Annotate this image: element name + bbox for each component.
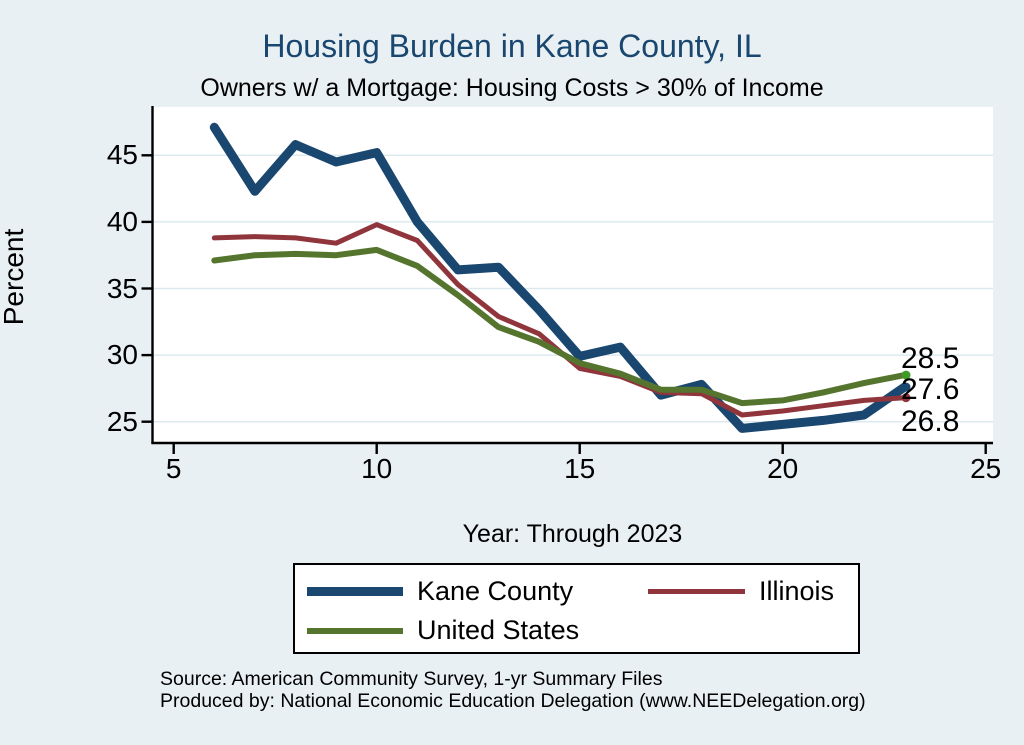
y-tick-label-35: 35 — [106, 272, 138, 304]
series-line-kane-county — [209, 122, 909, 433]
x-tick-label-5: 5 — [165, 453, 182, 484]
legend-label-united-states: United States — [417, 615, 580, 645]
produced-by-line: Produced by: National Economic Education… — [160, 690, 866, 712]
y-tick-label-45: 45 — [106, 139, 138, 171]
end-value-label-kane-county: 27.6 — [901, 373, 960, 406]
chart-subtitle: Owners w/ a Mortgage: Housing Costs > 30… — [200, 74, 824, 102]
x-tick-label-25: 25 — [970, 453, 1002, 484]
legend-swatch-illinois — [648, 589, 745, 594]
legend-box: Kane County Illinois United States — [293, 563, 860, 654]
y-tick-label-30: 30 — [106, 339, 138, 371]
x-tick-label-15: 15 — [564, 453, 596, 484]
y-axis-title: Percent — [0, 228, 29, 326]
source-line: Source: American Community Survey, 1-yr … — [160, 668, 663, 690]
series-end-marker-illinois — [901, 393, 911, 403]
legend-swatch-united-states — [307, 628, 403, 634]
series-end-marker-united-states — [901, 370, 911, 380]
x-tick-label-20: 20 — [767, 453, 799, 484]
y-tick-label-40: 40 — [106, 205, 138, 237]
x-axis-title: Year: Through 2023 — [462, 520, 683, 548]
x-tick-label-10: 10 — [361, 453, 393, 484]
legend-label-illinois: Illinois — [759, 576, 835, 606]
end-value-label-illinois: 26.8 — [901, 405, 960, 438]
source-note: Source: American Community Survey, 1-yr … — [160, 668, 866, 712]
series-line-united-states — [211, 246, 908, 407]
legend-swatch-kane-county — [307, 587, 403, 596]
y-tick-label-25: 25 — [106, 405, 138, 437]
series-end-marker-kane-county — [901, 382, 911, 392]
end-value-label-united-states: 28.5 — [901, 342, 960, 375]
legend-label-kane-county: Kane County — [417, 576, 574, 606]
page-title: Housing Burden in Kane County, IL — [262, 28, 762, 64]
